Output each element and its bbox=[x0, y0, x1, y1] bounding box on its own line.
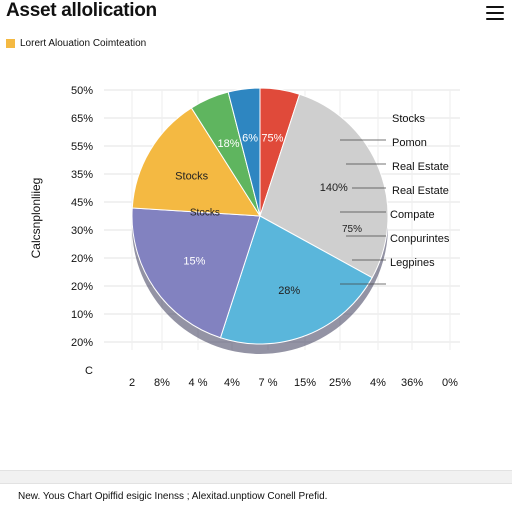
slice-label: 6% bbox=[242, 132, 258, 144]
slice-label: 18% bbox=[217, 138, 239, 150]
y-tick-label: 20% bbox=[71, 281, 93, 293]
y-tick-label: 55% bbox=[71, 141, 93, 153]
footer-divider bbox=[0, 470, 512, 484]
x-tick-label: 36% bbox=[401, 377, 423, 389]
x-tick-label: 4% bbox=[224, 377, 240, 389]
page-title: Asset allolication bbox=[6, 0, 157, 21]
menu-bar bbox=[486, 6, 504, 8]
callout-label: Legpines bbox=[390, 257, 435, 269]
hamburger-menu-icon[interactable] bbox=[486, 6, 504, 22]
y-tick-label: 45% bbox=[71, 197, 93, 209]
pie-slice bbox=[131, 107, 261, 217]
pie-slice bbox=[227, 87, 261, 217]
callout-label: Stocks bbox=[392, 113, 426, 125]
y-tick-label: 50% bbox=[71, 85, 93, 97]
menu-bar bbox=[486, 12, 504, 14]
slice-label: Stocks bbox=[175, 171, 209, 183]
x-tick-label: 25% bbox=[329, 377, 351, 389]
pie-slice bbox=[219, 215, 373, 345]
chart-legend: Lorert Alouation Coimteation bbox=[6, 38, 146, 49]
x-tick-label: 4 % bbox=[189, 377, 208, 389]
x-tick-label: 7 % bbox=[259, 377, 278, 389]
slice-label: 75% bbox=[342, 224, 362, 235]
x-tick-label: 15% bbox=[294, 377, 316, 389]
slice-label: 140% bbox=[320, 182, 348, 194]
y-tick-label: C bbox=[85, 365, 93, 377]
y-tick-label: 35% bbox=[71, 169, 93, 181]
y-tick-label: 20% bbox=[71, 337, 93, 349]
slice-label: 75% bbox=[261, 133, 283, 145]
y-tick-label: 20% bbox=[71, 253, 93, 265]
y-tick-label: 65% bbox=[71, 113, 93, 125]
slice-label: 15% bbox=[183, 256, 205, 268]
callout-label: Compate bbox=[390, 209, 435, 221]
x-tick-label: 0% bbox=[442, 377, 458, 389]
x-tick-label: 4% bbox=[370, 377, 386, 389]
x-tick-label: 2 bbox=[129, 377, 135, 389]
callout-label: Conpurintes bbox=[390, 233, 450, 245]
y-tick-label: 30% bbox=[71, 225, 93, 237]
menu-bar bbox=[486, 18, 504, 20]
y-tick-label: 10% bbox=[71, 309, 93, 321]
slice-label: Stocks bbox=[190, 207, 220, 218]
x-tick-label: 8% bbox=[154, 377, 170, 389]
legend-label: Lorert Alouation Coimteation bbox=[20, 38, 147, 49]
slice-label: 28% bbox=[278, 285, 300, 297]
pie-slice bbox=[131, 207, 261, 339]
legend-swatch bbox=[6, 39, 15, 48]
footer-caption: New. Yous Chart Opiffid esigic Inenss ; … bbox=[18, 491, 328, 502]
callout-label: Real Estate bbox=[392, 185, 449, 197]
callout-label: Real Estate bbox=[392, 161, 449, 173]
callout-label: Pomon bbox=[392, 137, 427, 149]
y-axis-label: Calcsnplonliieg bbox=[29, 178, 43, 259]
